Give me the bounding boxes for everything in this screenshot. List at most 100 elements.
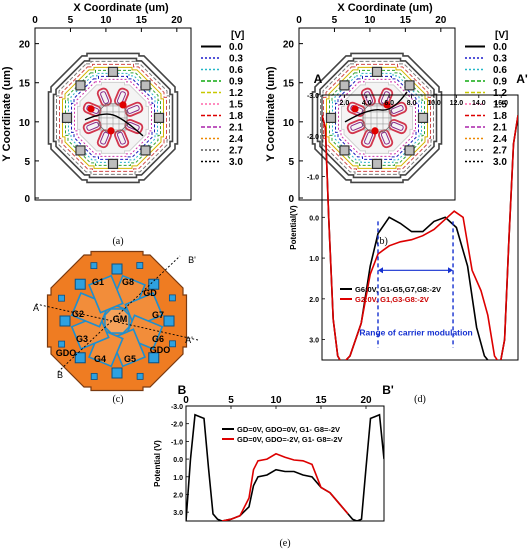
gate-block bbox=[88, 274, 124, 314]
charge-dot bbox=[119, 101, 127, 109]
y-tick-label: -2.0 bbox=[307, 134, 319, 141]
charge-dot bbox=[351, 105, 359, 113]
x-axis-title: X Coordinate (um) bbox=[73, 2, 169, 14]
panel-caption: (e) bbox=[279, 538, 290, 549]
x-tick-label: 6.0 bbox=[384, 100, 394, 107]
gate-label: GDO bbox=[150, 345, 171, 355]
x-tick-label: 5 bbox=[68, 15, 74, 26]
panel-caption: (c) bbox=[112, 394, 123, 405]
contact-pad bbox=[140, 80, 151, 91]
series-line-2 bbox=[322, 115, 518, 360]
legend-title: [V] bbox=[495, 30, 508, 41]
legend-label: 3.0 bbox=[493, 157, 507, 168]
gate-finger bbox=[124, 118, 144, 135]
gate-label: G6 bbox=[152, 334, 164, 344]
contact bbox=[163, 315, 175, 327]
legend-label: 2.4 bbox=[229, 134, 243, 145]
contour-ring bbox=[320, 60, 434, 175]
center-gate bbox=[104, 308, 130, 334]
gate-finger-group bbox=[378, 129, 394, 149]
legend-label: 0.3 bbox=[229, 54, 243, 65]
legend-title: [V] bbox=[231, 30, 244, 41]
gate-finger-group bbox=[388, 118, 408, 135]
cut-line-b bbox=[57, 255, 181, 373]
gate-finger bbox=[346, 118, 366, 135]
contour-ring bbox=[329, 69, 425, 166]
x-tick-label: 0 bbox=[296, 15, 302, 26]
x-tick-label: 4.0 bbox=[362, 100, 372, 107]
gate-finger-group bbox=[114, 87, 130, 107]
x-tick-label: 2.0 bbox=[340, 100, 350, 107]
contact-pad bbox=[371, 158, 383, 170]
legend-label: 1.5 bbox=[493, 100, 507, 111]
legend-label: 0.0 bbox=[229, 42, 243, 53]
contour-ring bbox=[74, 78, 152, 157]
plot-frame bbox=[185, 405, 385, 522]
gate-label: G8 bbox=[122, 277, 134, 287]
contact-pad bbox=[153, 112, 165, 124]
x-tick-label: 5 bbox=[332, 15, 338, 26]
end-label: B bbox=[57, 370, 63, 380]
y-axis-title: Y Coordinate (um) bbox=[265, 66, 277, 161]
charge-dot bbox=[383, 101, 391, 109]
gate-finger-inner bbox=[126, 104, 140, 114]
y-tick-label: 5 bbox=[24, 157, 30, 168]
gate-finger-inner bbox=[364, 91, 374, 104]
contour-ring bbox=[316, 57, 438, 179]
legend-label: 1.8 bbox=[229, 111, 243, 122]
gate-finger bbox=[378, 129, 394, 149]
contact bbox=[168, 294, 176, 302]
panel-caption: (b) bbox=[376, 236, 388, 247]
x-tick-label: 20 bbox=[360, 395, 372, 406]
gate-label: GDO bbox=[56, 348, 77, 358]
gate-finger-inner bbox=[116, 131, 126, 145]
x-tick-label: 10 bbox=[364, 15, 376, 26]
legend-label: 1.8 bbox=[493, 111, 507, 122]
legend-label: 0.9 bbox=[229, 77, 243, 88]
line-chart-d: -3.0 -2.0 -1.0 0.0 1.0 2.0 3.0 Potential(V) 2.0 4… bbox=[289, 72, 528, 405]
legend-label: G6:0V, G1-G5,G7,G8:-2V bbox=[355, 285, 441, 294]
charge-dot bbox=[371, 127, 379, 135]
contact-pad bbox=[75, 145, 86, 156]
legend-label: 1.5 bbox=[229, 100, 243, 111]
legend-label: 0.0 bbox=[493, 42, 507, 53]
contact bbox=[148, 352, 160, 364]
gate-finger-inner bbox=[100, 91, 110, 104]
gate-finger-group bbox=[114, 129, 130, 149]
contact bbox=[74, 278, 86, 290]
y-tick-label: -3.0 bbox=[307, 93, 319, 100]
gate-finger-inner bbox=[100, 131, 110, 145]
x-tick-label: 16.0 bbox=[494, 100, 508, 107]
y-tick-label: 2.0 bbox=[309, 297, 319, 304]
gate-finger bbox=[82, 118, 102, 135]
contour-ring bbox=[65, 69, 161, 166]
y-tick-label: 3.0 bbox=[309, 338, 319, 345]
legend-label: 2.7 bbox=[229, 146, 243, 157]
gate-finger-inner bbox=[364, 131, 374, 145]
contact-pad bbox=[140, 145, 151, 156]
contact-pad bbox=[325, 112, 337, 124]
contact-pad bbox=[61, 112, 73, 124]
gate-label: G2 bbox=[72, 309, 84, 319]
contact-pad bbox=[339, 80, 350, 91]
gate-finger bbox=[388, 118, 408, 135]
y-axis-title: Y Coordinate (um) bbox=[1, 66, 13, 161]
contact-pad bbox=[404, 145, 415, 156]
end-label: B' bbox=[188, 255, 196, 265]
x-tick-label: 20 bbox=[435, 15, 447, 26]
gate-finger-inner bbox=[390, 104, 404, 114]
contour-ring bbox=[311, 52, 443, 184]
contact bbox=[59, 315, 71, 327]
contact bbox=[90, 262, 98, 270]
y-tick-label: 10 bbox=[19, 118, 31, 129]
contour-ring bbox=[332, 72, 422, 163]
legend-label: 0.6 bbox=[229, 65, 243, 76]
contact-pad bbox=[371, 66, 383, 78]
y-tick-label: 3.0 bbox=[173, 510, 183, 517]
x-tick-label: 8.0 bbox=[407, 100, 417, 107]
gate-finger-group bbox=[82, 118, 102, 135]
gate-finger-inner bbox=[390, 121, 404, 131]
